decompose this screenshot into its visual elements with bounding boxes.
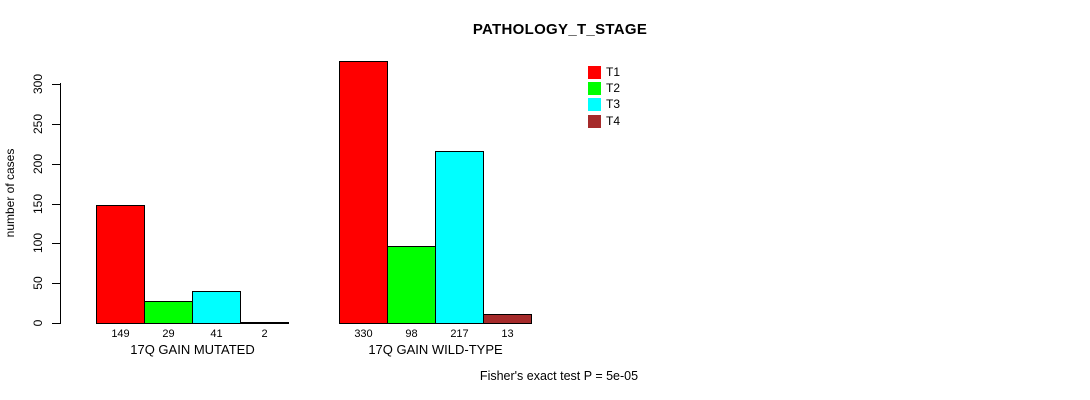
y-tick [52,323,60,324]
bar-t1-group1 [96,205,145,324]
bar-value-label: 2 [261,328,268,340]
y-tick [52,283,60,285]
group-label: 17Q GAIN MUTATED [130,342,255,357]
bar-value-label: 98 [405,328,418,340]
bar-value-label: 330 [354,328,373,340]
bar-value-label: 13 [501,328,514,340]
bar-t3-group1 [192,291,241,324]
bar-t3-group2 [435,151,484,324]
y-tick [52,163,60,165]
y-tick [52,84,60,85]
y-tick-label: 0 [31,319,45,327]
y-axis-line [60,83,61,324]
y-axis-label: number of cases [3,148,17,238]
bar-value-label: 29 [162,328,175,340]
legend: T1 T2 T3 T4 [588,64,620,129]
bar-t2-group1 [144,301,193,324]
legend-label: T3 [606,97,621,112]
legend-row: T1 [588,64,620,80]
bar-value-label: 149 [111,328,130,340]
legend-swatch-t1 [588,65,601,79]
legend-row: T2 [588,80,620,96]
footnote-text: Fisher's exact test P = 5e-05 [479,369,639,383]
bar-value-label: 41 [210,328,223,340]
y-tick-label: 50 [31,276,45,290]
bar-t4-group2 [483,314,532,324]
y-tick-label: 250 [31,113,45,134]
legend-label: T1 [606,64,621,79]
legend-swatch-t3 [588,98,601,112]
y-tick [52,243,60,245]
y-tick-label: 100 [31,233,45,254]
bar-value-label: 217 [450,328,469,340]
y-tick-label: 200 [31,153,45,174]
chart-title: PATHOLOGY_T_STAGE [472,21,648,38]
legend-swatch-t2 [588,81,601,95]
legend-row: T3 [588,97,620,113]
y-tick [52,123,60,125]
group-label: 17Q GAIN WILD-TYPE [368,342,503,357]
legend-label: T2 [606,80,621,95]
bar-t1-group2 [339,61,388,324]
legend-swatch-t4 [588,114,601,128]
y-tick-label: 300 [31,73,45,95]
legend-label: T4 [606,113,621,128]
bar-t4-group1 [240,322,289,324]
y-tick [52,203,60,205]
y-tick-label: 150 [31,193,45,214]
bar-t2-group2 [387,246,436,324]
legend-row: T4 [588,113,620,129]
